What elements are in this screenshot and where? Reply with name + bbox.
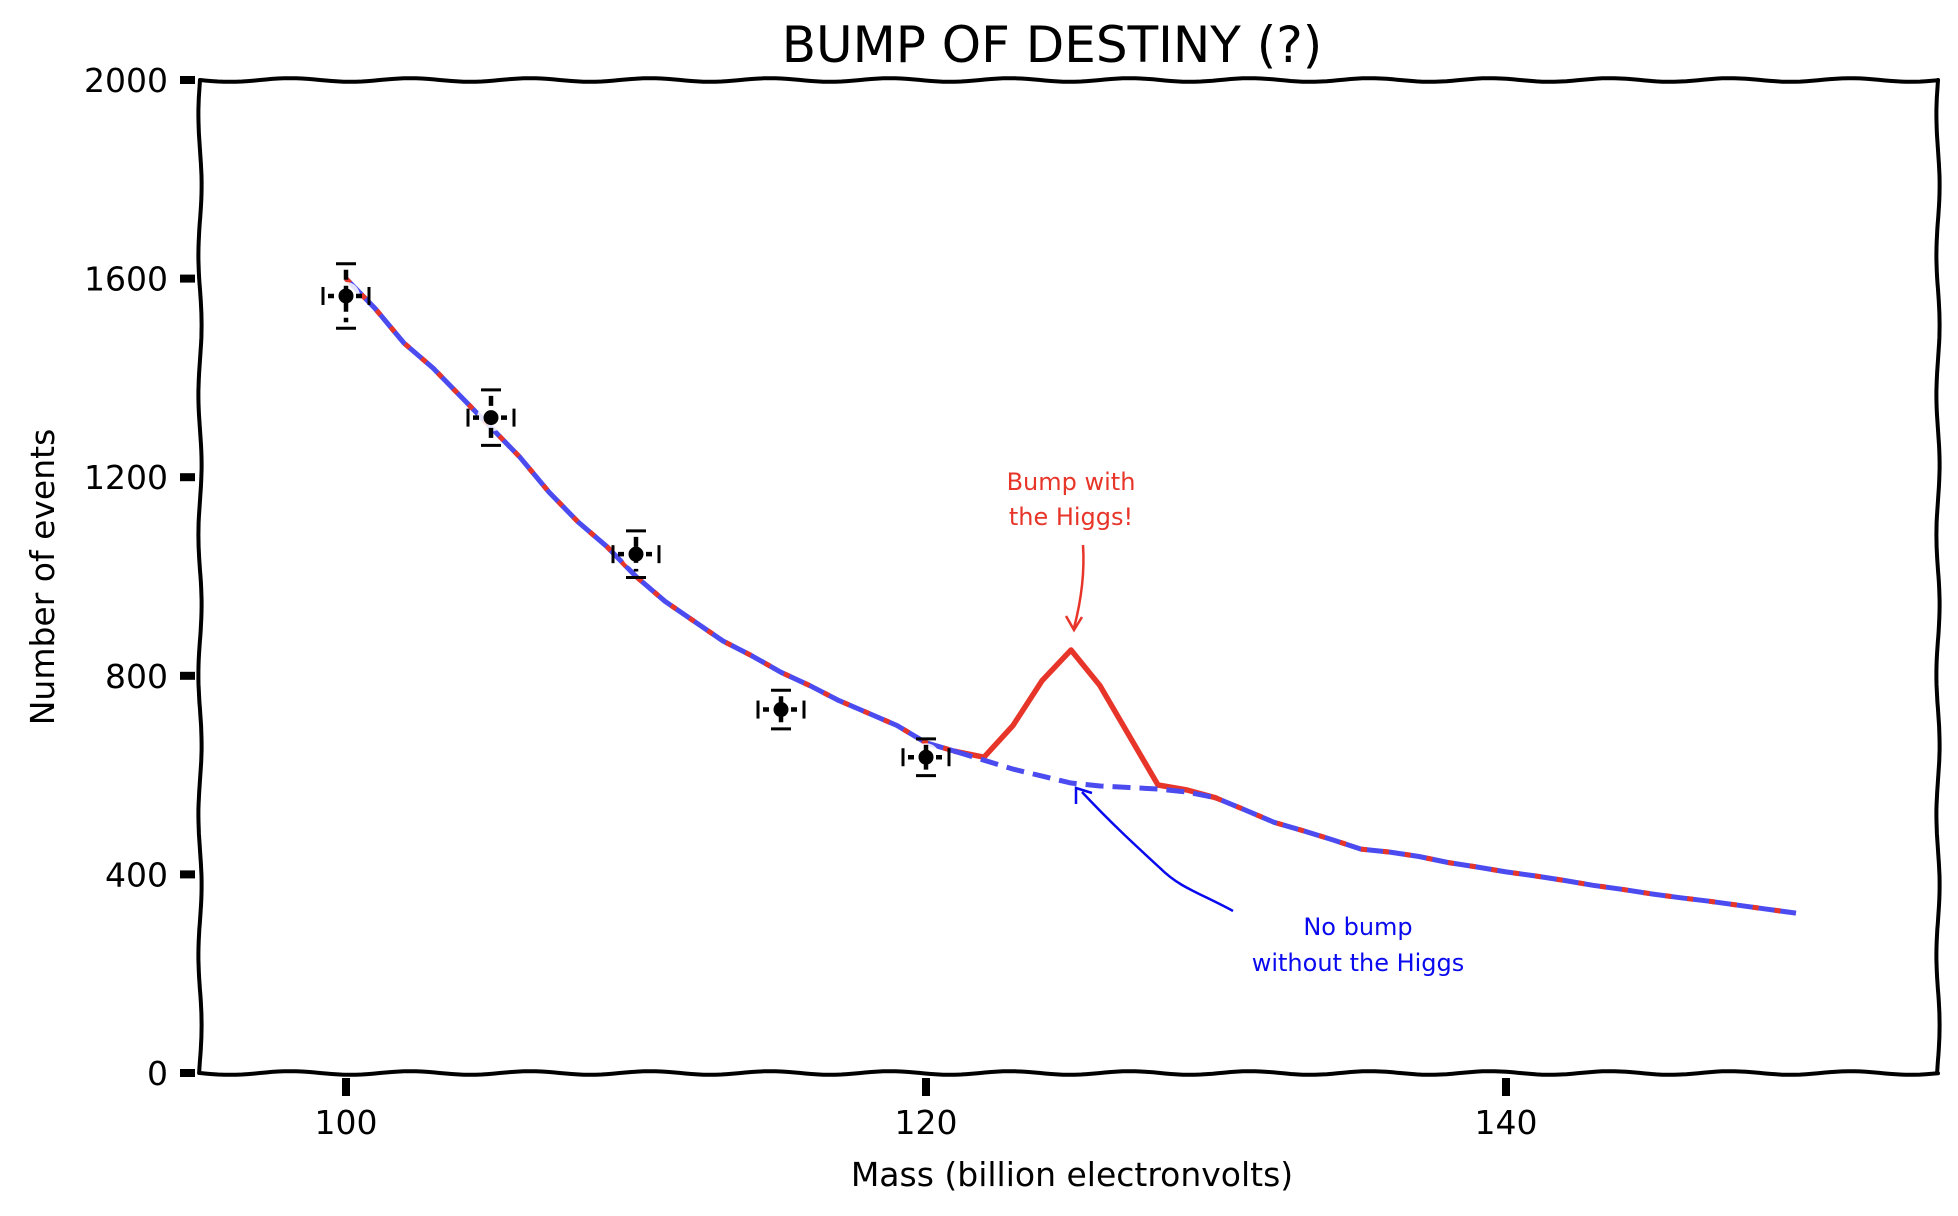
plot-frame [196,76,1942,1077]
y-tick-label: 2000 [84,61,168,100]
y-axis: 0 400 800 1200 1600 2000 [84,61,195,1093]
x-tick-label: 120 [895,1103,958,1142]
data-point [901,737,951,778]
y-tick-label: 800 [105,657,168,696]
series-background-line [344,276,956,754]
data-point [466,388,516,447]
annotation-nobump-line-2: without the Higgs [1252,949,1465,977]
data-point-marker [338,288,354,304]
x-tick-label: 100 [315,1103,378,1142]
x-tick [342,1078,350,1096]
x-tick-label: 140 [1475,1103,1538,1142]
y-axis-label: Number of events [23,429,62,726]
y-tick-label: 400 [105,855,168,894]
data-point [321,262,371,330]
frame-left [196,78,204,1075]
y-tick [180,1069,195,1077]
y-tick-label: 1600 [84,260,168,299]
series-background-line [1215,795,1797,916]
annotation-nobump-line-1: No bump [1303,913,1412,941]
annotation-bump-arrow [1072,544,1085,629]
series-with-higgs-bump [952,647,1219,801]
data-point-marker [918,749,934,765]
y-tick-label: 0 [147,1054,168,1093]
data-point [611,529,661,579]
annotations-layer: Bump with the Higgs! No bump without the… [1007,468,1465,977]
annotation-bump-line-2: the Higgs! [1009,503,1133,531]
data-point-marker [628,546,644,562]
annotation-nobump-arrow [1081,791,1234,913]
y-tick [180,870,195,879]
series-background-dashed [954,748,1217,801]
y-tick [180,473,195,482]
x-axis: 100 120 140 [315,1078,1538,1142]
frame-top [198,76,1940,84]
data-points-layer [321,262,951,778]
frame-bottom [198,1069,1940,1077]
y-tick [180,671,195,680]
y-tick-label: 1200 [84,458,168,497]
data-point-marker [483,410,499,426]
y-tick [180,274,195,283]
x-axis-label: Mass (billion electronvolts) [851,1155,1293,1194]
y-tick [180,76,195,84]
x-tick [1502,1078,1510,1096]
data-point-marker [773,702,789,718]
annotation-bump-arrowhead-icon [1064,615,1084,633]
chart-title: BUMP OF DESTINY (?) [782,16,1323,74]
data-point [756,688,806,731]
annotation-nobump-arrowhead-icon [1074,786,1093,804]
x-tick [922,1078,930,1096]
frame-right [1934,78,1942,1075]
series-layer [344,276,1797,916]
annotation-bump-line-1: Bump with [1007,468,1136,496]
